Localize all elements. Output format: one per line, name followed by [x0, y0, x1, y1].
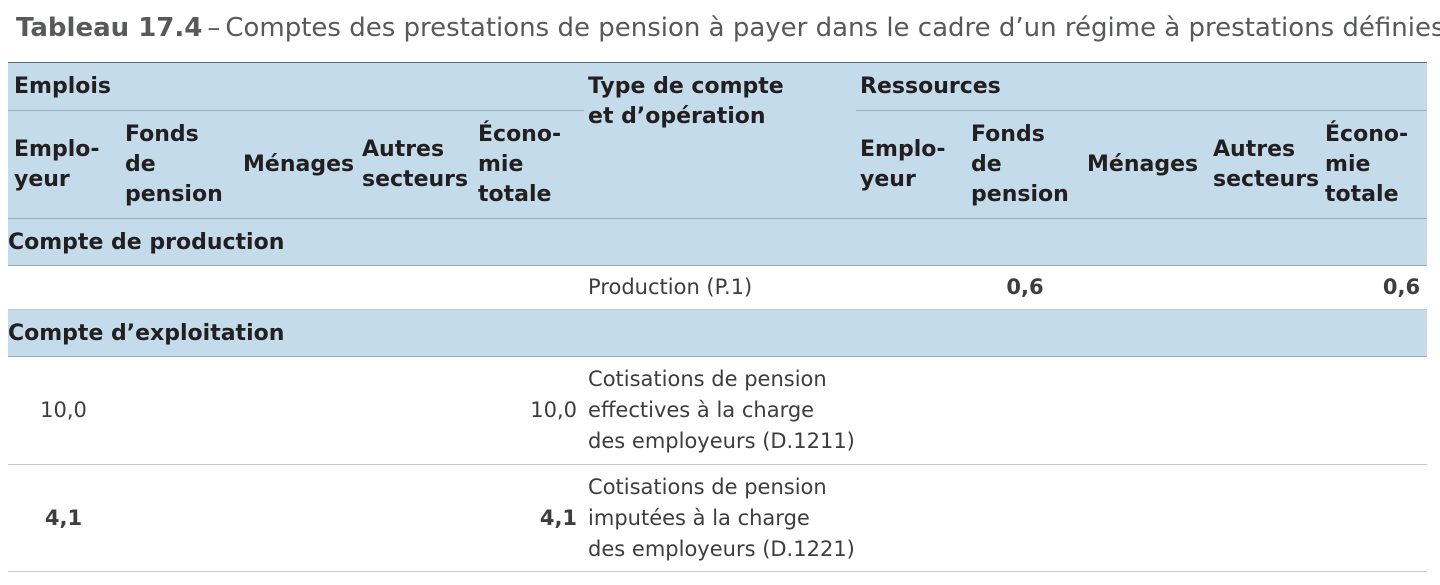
resources-total-economy-header: Écono-mie totale — [1320, 110, 1428, 219]
pension-accounts-table: Emplois Type de compte et d’opération Re… — [8, 62, 1428, 572]
resources-header: Ressources — [856, 62, 1428, 111]
resources-employer-cell — [856, 356, 968, 465]
resources-total-economy-cell: 0,6 — [1320, 265, 1428, 310]
caption-dash: – — [207, 13, 221, 43]
resources-other-sectors-header: Autres secteurs — [1208, 110, 1321, 219]
resources-households-header: Ménages — [1083, 110, 1209, 219]
header-sector-row: Emplo-yeur Fonds de pension Ménages Autres… — [8, 110, 1428, 219]
uses-pension-fund-cell — [119, 265, 235, 310]
resources-employer-cell — [856, 265, 968, 310]
resources-households-cell — [1083, 464, 1209, 572]
uses-employer-cell — [8, 265, 119, 310]
uses-total-economy-cell — [472, 265, 585, 310]
resources-other-sectors-cell — [1208, 265, 1321, 310]
uses-employer-header: Emplo-yeur — [8, 110, 119, 219]
table-row: Production (P.1) 0,6 0,6 — [8, 265, 1428, 310]
resources-households-cell — [1083, 356, 1209, 465]
uses-employer-cell: 10,0 — [8, 356, 119, 465]
resources-total-economy-cell — [1320, 356, 1428, 465]
header-group-row: Emplois Type de compte et d’opération Re… — [8, 62, 1428, 219]
uses-households-cell — [235, 464, 360, 572]
resources-other-sectors-cell — [1208, 464, 1321, 572]
resources-other-sectors-cell — [1208, 356, 1321, 465]
type-header: Type de compte et d’opération — [584, 62, 857, 219]
table-row: 10,0 10,0 Cotisations de pension effecti… — [8, 356, 1428, 465]
uses-pension-fund-cell — [119, 464, 235, 572]
uses-households-cell — [235, 356, 360, 465]
resources-employer-cell — [856, 464, 968, 572]
uses-other-sectors-cell — [360, 356, 472, 465]
type-header-line1: Type de compte — [588, 74, 784, 99]
operation-description: Production (P.1) — [584, 265, 857, 310]
section-exploitation-row: Compte d’exploitation — [8, 309, 1428, 357]
uses-pension-fund-header: Fonds de pension — [119, 110, 235, 219]
type-header-line2: et d’opération — [588, 104, 766, 129]
uses-total-economy-header: Écono-mie totale — [472, 110, 585, 219]
resources-pension-fund-cell — [967, 356, 1084, 465]
resources-total-economy-cell — [1320, 464, 1428, 572]
resources-pension-fund-header: Fonds de pension — [967, 110, 1084, 219]
section-production-title: Compte de production — [8, 218, 1428, 266]
resources-pension-fund-cell — [967, 464, 1084, 572]
table-row: 4,1 4,1 Cotisations de pension imputées … — [8, 464, 1428, 572]
uses-other-sectors-header: Autres secteurs — [360, 110, 472, 219]
resources-households-cell — [1083, 265, 1209, 310]
uses-households-cell — [235, 265, 360, 310]
caption-label: Tableau 17.4 — [16, 13, 203, 43]
resources-employer-header: Emplo-yeur — [856, 110, 968, 219]
table-caption: Tableau 17.4– Comptes des prestations de … — [16, 8, 1440, 48]
section-exploitation-title: Compte d’exploitation — [8, 309, 1428, 357]
operation-description: Cotisations de pension effectives à la c… — [584, 356, 857, 465]
uses-other-sectors-cell — [360, 464, 472, 572]
uses-other-sectors-cell — [360, 265, 472, 310]
uses-pension-fund-cell — [119, 356, 235, 465]
caption-title: Comptes des prestations de pension à pay… — [225, 13, 1440, 43]
operation-description: Cotisations de pension imputées à la cha… — [584, 464, 857, 572]
uses-header: Emplois — [8, 62, 585, 111]
resources-pension-fund-cell: 0,6 — [967, 265, 1084, 310]
uses-total-economy-cell: 4,1 — [472, 464, 585, 572]
section-production-row: Compte de production — [8, 218, 1428, 266]
uses-households-header: Ménages — [235, 110, 360, 219]
uses-employer-cell: 4,1 — [8, 464, 119, 572]
uses-total-economy-cell: 10,0 — [472, 356, 585, 465]
